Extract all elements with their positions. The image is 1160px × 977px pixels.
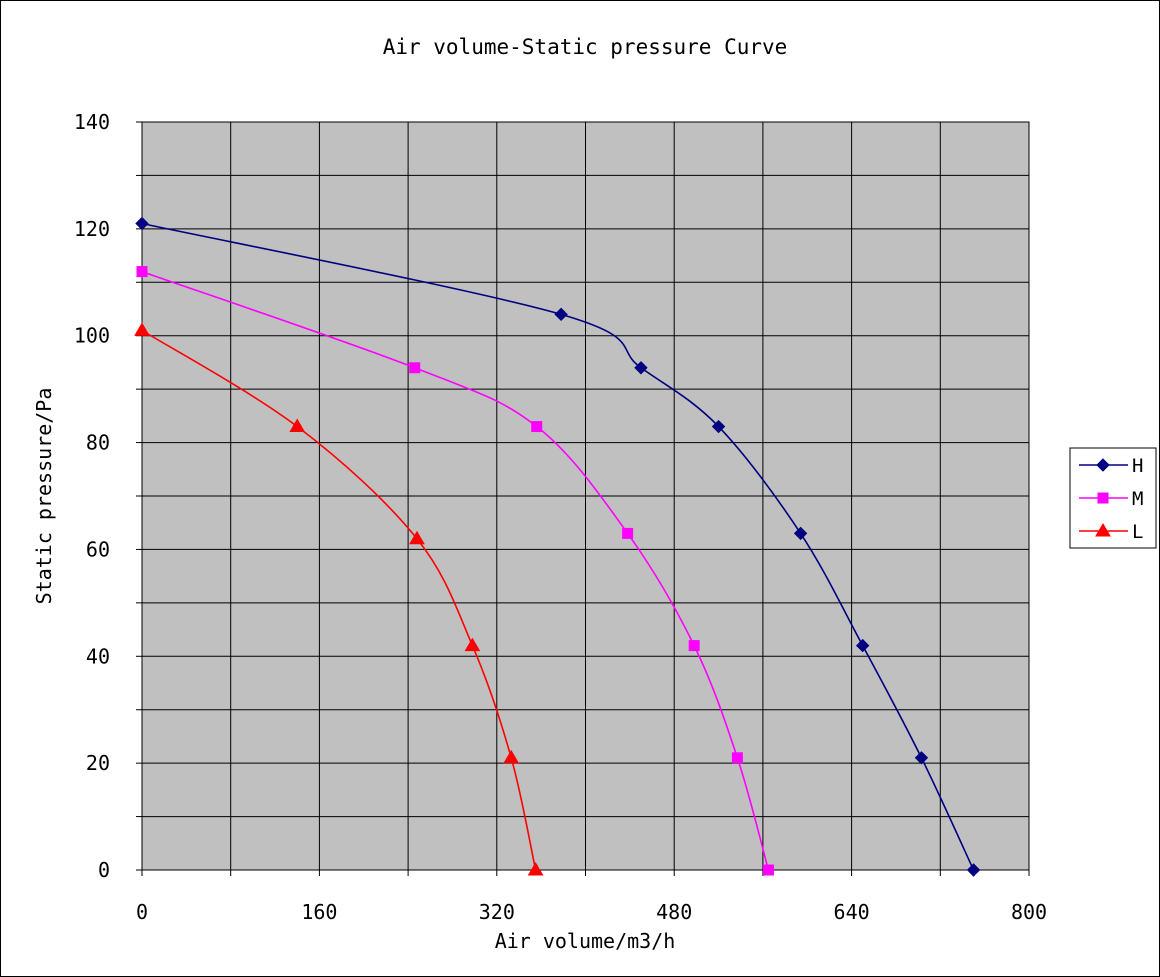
data-point-h [135, 216, 149, 231]
data-point-m [409, 362, 421, 374]
y-tick-label: 80 [86, 431, 110, 455]
legend-label-m: M [1132, 488, 1143, 510]
data-point-l [527, 862, 544, 876]
y-axis-label: Static pressure/Pa [32, 388, 56, 605]
y-tick-label: 120 [74, 217, 110, 241]
data-point-h [914, 751, 929, 765]
series-line-m [141, 270, 770, 871]
data-point-l [503, 749, 520, 764]
data-point-m [731, 752, 743, 764]
legend-marker-l [1095, 523, 1111, 537]
x-tick-label: 640 [834, 900, 870, 924]
legend-label-l: L [1132, 521, 1143, 543]
axes: 0 160 320 480 640 800 0 20 40 60 80 100 120 140 [74, 110, 1047, 924]
data-point-l [289, 418, 306, 433]
data-point-h [711, 419, 726, 434]
plot-area [141, 121, 1030, 871]
chart-title: Air volume-Static pressure Curve [383, 35, 788, 59]
y-tick-label: 20 [86, 751, 110, 775]
series-line-h [141, 222, 975, 871]
data-point-l [409, 530, 425, 545]
data-point-m [622, 527, 634, 539]
y-tick-label: 140 [74, 110, 110, 134]
data-point-l [134, 322, 150, 336]
data-point-l [464, 637, 481, 652]
x-axis-label: Air volume/m3/h [495, 929, 676, 953]
data-point-m [531, 421, 543, 433]
series-group [134, 216, 981, 877]
x-tick-label: 160 [301, 900, 337, 924]
data-point-h [966, 863, 981, 877]
y-tick-label: 100 [74, 324, 110, 348]
data-point-h [793, 526, 808, 541]
legend-marker-h [1096, 458, 1110, 472]
data-point-m [136, 266, 148, 278]
legend-marker-m [1097, 492, 1109, 504]
data-point-h [855, 638, 870, 653]
data-point-h [634, 361, 648, 375]
x-tick-label: 0 [136, 900, 148, 924]
y-tick-label: 0 [98, 858, 110, 882]
x-tick-label: 480 [656, 900, 692, 924]
data-point-m [762, 864, 774, 876]
legend-label-h: H [1132, 455, 1143, 477]
x-tick-label: 800 [1011, 900, 1047, 924]
data-point-h [554, 307, 568, 322]
y-tick-label: 40 [86, 644, 110, 668]
data-point-m [688, 640, 700, 652]
legend: HML [1069, 447, 1157, 549]
y-tick-label: 60 [86, 537, 110, 561]
x-tick-label: 320 [479, 900, 515, 924]
